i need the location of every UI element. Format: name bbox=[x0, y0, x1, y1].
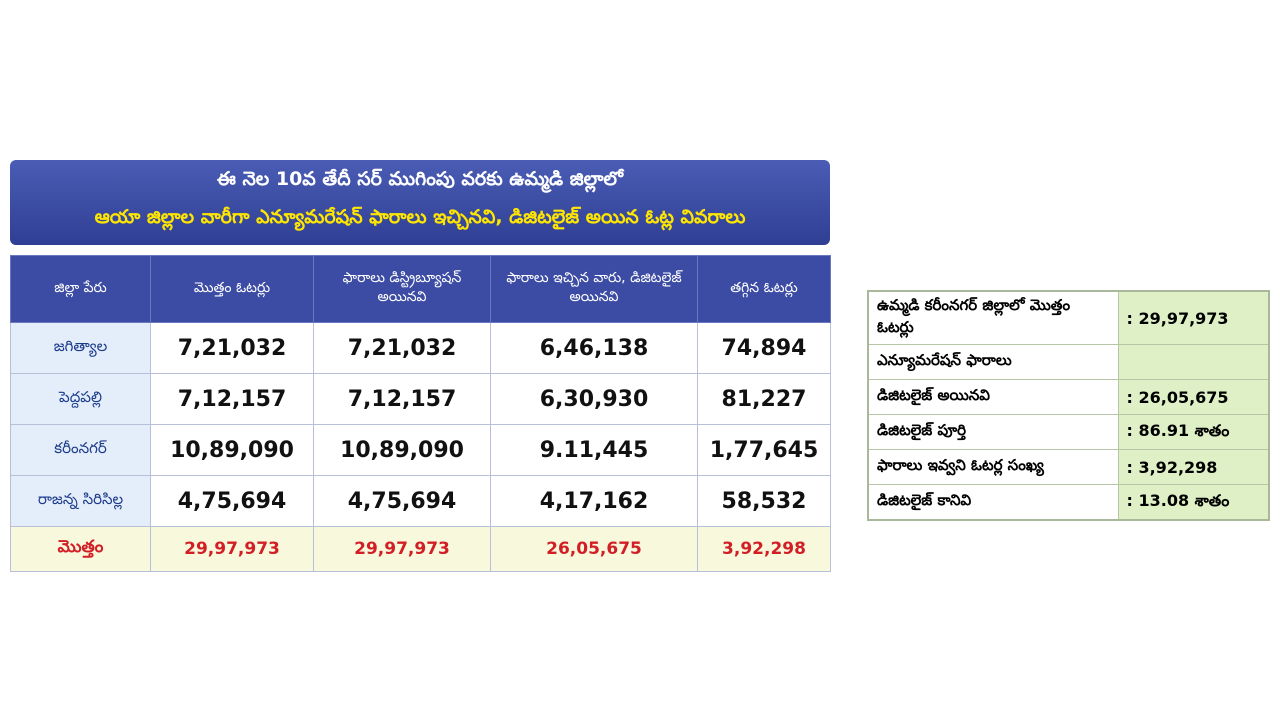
cell: 7,21,032 bbox=[313, 322, 491, 374]
column-header: ఫారాలు డిస్ట్రిబ్యూషన్ అయినవి bbox=[313, 255, 491, 323]
summary-value: : 86.91 శాతం bbox=[1117, 414, 1270, 450]
total-cell: 29,97,973 bbox=[313, 526, 491, 572]
summary-row: ఎన్యూమరేషన్ ఫారాలు bbox=[867, 344, 1270, 380]
total-cell: మొత్తం bbox=[10, 526, 151, 572]
total-cell: 3,92,298 bbox=[697, 526, 831, 572]
total-cell: 29,97,973 bbox=[150, 526, 314, 572]
summary-row: ఫారాలు ఇవ్వని ఓటర్ల సంఖ్య: 3,92,298 bbox=[867, 449, 1270, 485]
summary-label: ఉమ్మడి కరీంనగర్ జిల్లాలో మొత్తం ఓటర్లు bbox=[867, 290, 1119, 345]
summary-value: : 13.08 శాతం bbox=[1117, 484, 1270, 521]
summary-row: డిజిటలైజ్ అయినవి: 26,05,675 bbox=[867, 379, 1270, 415]
district-name: పెద్దపల్లి bbox=[10, 373, 151, 425]
data-row: జగిత్యాల 7,21,032 7,21,032 6,46,138 74,894 bbox=[10, 322, 831, 374]
summary-label: ఫారాలు ఇవ్వని ఓటర్ల సంఖ్య bbox=[867, 449, 1119, 485]
cell: 6,30,930 bbox=[490, 373, 698, 425]
cell: 6,46,138 bbox=[490, 322, 698, 374]
column-header: ఫారాలు ఇచ్చిన వారు, డిజిటలైజ్ అయినవి bbox=[490, 255, 698, 323]
cell: 4,17,162 bbox=[490, 475, 698, 527]
district-name: కరీంనగర్ bbox=[10, 424, 151, 476]
total-row: మొత్తం 29,97,973 29,97,973 26,05,675 3,92,29… bbox=[10, 526, 831, 572]
total-cell: 26,05,675 bbox=[490, 526, 698, 572]
cell: 58,532 bbox=[697, 475, 831, 527]
subtitle: ఆయా జిల్లాల వారీగా ఎన్యూమరేషన్ ఫారాలు ఇచ… bbox=[94, 206, 746, 228]
cell: 1,77,645 bbox=[697, 424, 831, 476]
cell: 74,894 bbox=[697, 322, 831, 374]
district-name: జగిత్యాల bbox=[10, 322, 151, 374]
column-header: జిల్లా పేరు bbox=[10, 255, 151, 323]
summary-row: డిజిటలైజ్ కానివి: 13.08 శాతం bbox=[867, 484, 1270, 521]
column-header: మొత్తం ఓటర్లు bbox=[150, 255, 314, 323]
data-row: కరీంనగర్ 10,89,090 10,89,090 9.11,445 1,77,6… bbox=[10, 424, 831, 476]
district-table: జిల్లా పేరు మొత్తం ఓటర్లు ఫారాలు డిస్ట్రిబ… bbox=[10, 255, 831, 572]
title-banner: ఈ నెల 10వ తేదీ సర్ ముగింపు వరకు ఉమ్మడి జ… bbox=[10, 160, 830, 245]
summary-value: : 26,05,675 bbox=[1117, 379, 1270, 415]
cell: 9.11,445 bbox=[490, 424, 698, 476]
title: ఈ నెల 10వ తేదీ సర్ ముగింపు వరకు ఉమ్మడి జ… bbox=[216, 168, 624, 190]
summary-value: : 3,92,298 bbox=[1117, 449, 1270, 485]
summary-label: డిజిటలైజ్ అయినవి bbox=[867, 379, 1119, 415]
summary-table: ఉమ్మడి కరీంనగర్ జిల్లాలో మొత్తం ఓటర్లు: … bbox=[867, 290, 1270, 521]
data-row: పెద్దపల్లి 7,12,157 7,12,157 6,30,930 81,227 bbox=[10, 373, 831, 425]
cell: 7,12,157 bbox=[150, 373, 314, 425]
cell: 7,21,032 bbox=[150, 322, 314, 374]
summary-label: డిజిటలైజ్ పూర్తి bbox=[867, 414, 1119, 450]
district-name: రాజన్న సిరిసిల్ల bbox=[10, 475, 151, 527]
cell: 4,75,694 bbox=[313, 475, 491, 527]
summary-row: ఉమ్మడి కరీంనగర్ జిల్లాలో మొత్తం ఓటర్లు: … bbox=[867, 290, 1270, 345]
data-row: రాజన్న సిరిసిల్ల 4,75,694 4,75,694 4,17,162… bbox=[10, 475, 831, 527]
summary-row: డిజిటలైజ్ పూర్తి: 86.91 శాతం bbox=[867, 414, 1270, 450]
cell: 4,75,694 bbox=[150, 475, 314, 527]
summary-value: : 29,97,973 bbox=[1117, 290, 1270, 345]
summary-value bbox=[1117, 344, 1270, 380]
column-header: తగ్గిన ఓటర్లు bbox=[697, 255, 831, 323]
header-row: జిల్లా పేరు మొత్తం ఓటర్లు ఫారాలు డిస్ట్రిబ… bbox=[10, 255, 831, 323]
cell: 7,12,157 bbox=[313, 373, 491, 425]
summary-label: ఎన్యూమరేషన్ ఫారాలు bbox=[867, 344, 1119, 380]
cell: 10,89,090 bbox=[313, 424, 491, 476]
cell: 81,227 bbox=[697, 373, 831, 425]
summary-label: డిజిటలైజ్ కానివి bbox=[867, 484, 1119, 521]
cell: 10,89,090 bbox=[150, 424, 314, 476]
